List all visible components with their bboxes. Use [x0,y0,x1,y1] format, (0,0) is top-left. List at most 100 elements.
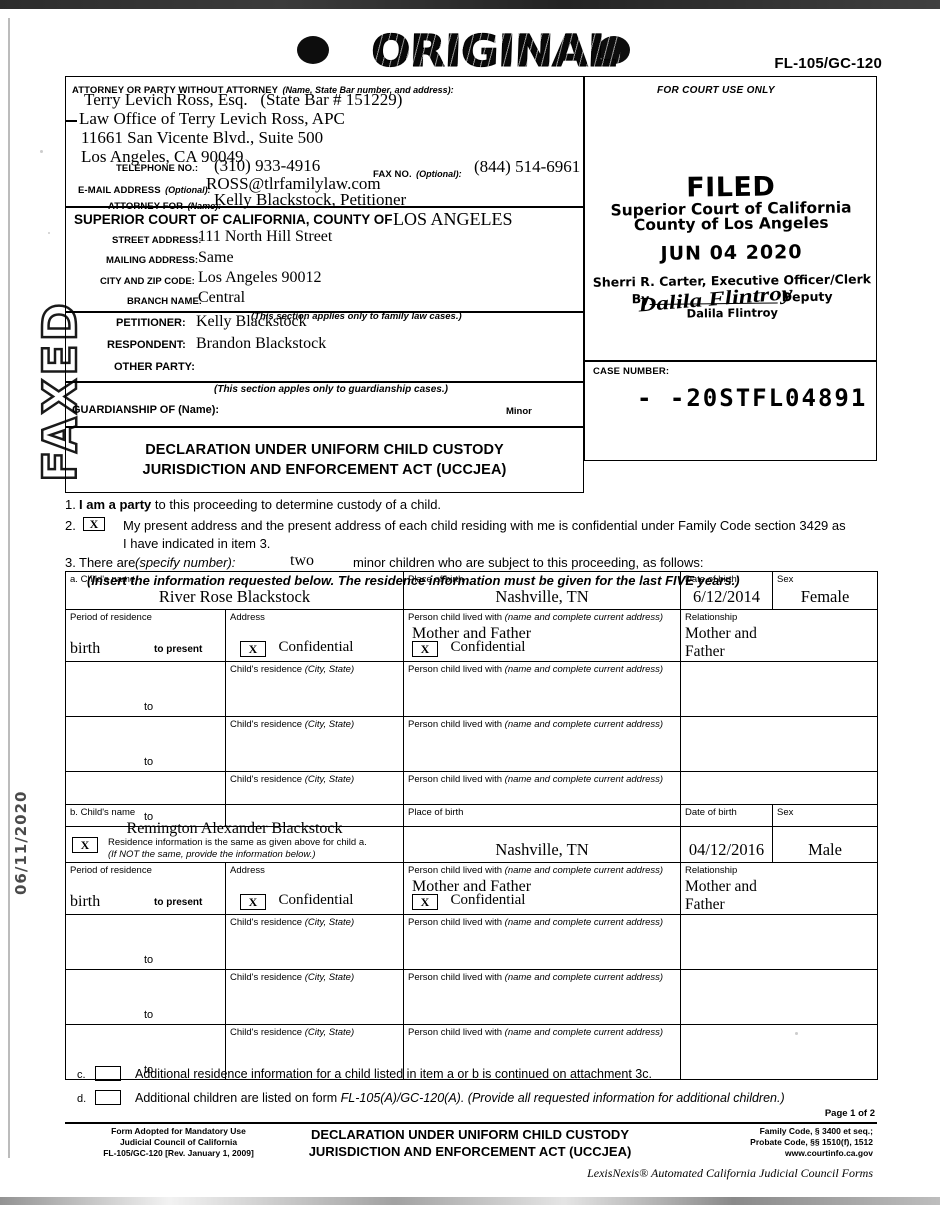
child-b-person-confidential: X Confidential [412,891,525,910]
footer-divider [65,1122,877,1124]
child-b-period-cell-4: to [65,1024,226,1080]
mailing-address-value: Same [198,249,234,266]
person-lived-with-text: Person child lived with [408,774,503,785]
child-a-period-cell-2: to [65,661,226,717]
address-confidential-label: Confidential [278,892,354,908]
other-party-label: OTHER PARTY: [114,361,195,373]
person-confidential-checkbox[interactable]: X [412,641,439,657]
place-of-birth-header: Place of birth [408,807,464,818]
filed-stamp-date: JUN 04 2020 [660,241,803,265]
item-3-italic-note: (specify number): [135,555,236,570]
form-revision-line: FL-105/GC-120 [Rev. January 1, 2009] [103,1148,254,1158]
child-b-relationship-line1: Mother and [685,878,757,895]
item-1-text: to this proceeding to determine custody … [151,497,442,512]
form-title-line1: DECLARATION UNDER UNIFORM CHILD CUSTODY [145,442,504,458]
item-c-checkbox[interactable] [95,1066,121,1081]
item-1: 1. I am a party to this proceeding to de… [65,496,877,516]
item-2-number: 2. [65,518,76,533]
person-lived-with-header: Person child lived with (name and comple… [404,610,680,623]
hole-punch-icon [297,36,329,64]
superior-court-heading: SUPERIOR COURT OF CALIFORNIA, COUNTY OF [74,212,393,227]
scan-speck [48,232,50,234]
court-address-block: SUPERIOR COURT OF CALIFORNIA, COUNTY OF … [65,207,584,312]
address-confidential-checkbox[interactable]: X [240,641,266,657]
form-adopted-line2: Judicial Council of California [119,1137,238,1147]
case-number-block: CASE NUMBER: - -20STFL04891 [584,361,877,461]
child-b-period-cell-2: to [65,914,226,970]
child-a-residence-row-1: Period of residence birth to present Add… [65,609,879,662]
childs-residence-header: Child's residence (City, State) [226,915,403,928]
sex-header: Sex [777,574,794,585]
child-a-pob-value: Nashville, TN [495,587,589,606]
child-b-same-checkbox[interactable]: X [72,837,98,853]
child-b-address-confidential: X Confidential [240,891,353,910]
person-lived-with-text: Person child lived with [408,664,503,675]
child-b-name-cell: b. Child's name Remington Alexander Blac… [64,804,405,863]
original-stamp: ORIGINAL [370,25,618,77]
date-of-birth-header: Date of birth [685,807,737,818]
fax-value: (844) 514-6961 [474,157,581,176]
person-lived-with-note: (name and complete current address) [504,664,664,675]
child-b-name-label: b. Child's name [66,805,403,818]
child-b-period-from: birth [70,893,101,910]
child-a-relationship-cell-3 [680,716,879,772]
case-number-prefix: - - [637,384,687,412]
item-3-post: minor children who are subject to this p… [353,555,704,570]
child-b-residence-row-3: to Child's residence (City, State) Perso… [65,969,879,1025]
childs-residence-note: (City, State) [304,774,355,785]
item-d-checkbox[interactable] [95,1090,121,1105]
child-b-name-value: Remington Alexander Blackstock [126,820,343,837]
child-a-period-cell-1: Period of residence birth to present [65,609,226,662]
child-a-person-cell-3: Person child lived with (name and comple… [403,716,682,772]
childs-residence-text: Child's residence [230,719,303,730]
child-b-same-line2: (If NOT the same, provide the informatio… [108,849,316,860]
citation-family-code: Family Code, § 3400 et seq.; [759,1126,873,1136]
child-b-residence-row-4: to Child's residence (City, State) Perso… [65,1024,879,1080]
parties-block: (This section applies only to family law… [65,311,584,382]
childs-residence-header: Child's residence (City, State) [226,662,403,675]
person-lived-with-text: Person child lived with [408,612,503,623]
child-b-person-value: Mother and Father [412,878,532,895]
relationship-header: Relationship [685,865,738,876]
child-b-relationship-cell-2 [680,914,879,970]
item-2: 2. X My present address and the present … [65,516,877,554]
attorney-header-note: (Name, State Bar number, and address): [282,85,454,95]
childs-residence-note: (City, State) [304,917,355,928]
attorney-name-value: Terry Levich Ross, Esq. (State Bar # 151… [84,90,402,110]
attorney-header-label: ATTORNEY OR PARTY WITHOUT ATTORNEY (Name… [72,80,577,98]
citation-website: www.courtinfo.ca.gov [785,1148,873,1158]
city-zip-label: CITY AND ZIP CODE: [100,276,195,287]
attorney-for-value: Kelly Blackstock, Petitioner [214,190,407,209]
child-b-address-cell-1: Address X Confidential [224,862,405,915]
for-court-use-only-label: FOR COURT USE ONLY [657,85,775,96]
address-confidential-checkbox[interactable]: X [240,894,266,910]
child-a-sex-value: Female [800,587,850,606]
scan-edge-bottom [0,1197,940,1205]
attorney-for-label-note: (Name): [187,201,222,211]
attorney-header-text: ATTORNEY OR PARTY WITHOUT ATTORNEY [72,85,279,96]
telephone-label: TELEPHONE NO.: [116,163,199,174]
petitioner-value: Kelly Blackstock [196,313,307,330]
person-lived-with-header: Person child lived with (name and comple… [404,863,680,876]
childs-residence-note: (City, State) [304,664,355,675]
person-lived-with-note: (name and complete current address) [504,1027,664,1038]
person-confidential-label: Confidential [450,639,526,655]
item-2-checkbox[interactable]: X [83,517,105,531]
child-a-period-cell-3: to [65,716,226,772]
person-confidential-checkbox[interactable]: X [412,894,439,910]
family-law-note: (This section applies only to family law… [251,311,462,322]
form-title-block: DECLARATION UNDER UNIFORM CHILD CUSTODY … [65,427,584,493]
scan-edge-left [8,18,10,1158]
child-b-pob-cell: Place of birth Nashville, TN [403,804,682,863]
sex-header: Sex [777,807,794,818]
child-b-person-cell-2: Person child lived with (name and comple… [403,914,682,970]
child-a-dob-value: 6/12/2014 [693,587,760,606]
child-a-address-cell-1: Address X Confidential [224,609,405,662]
child-b-sex-value: Male [808,840,842,859]
child-a-person-confidential: X Confidential [412,638,525,657]
person-lived-with-header: Person child lived with (name and comple… [404,915,680,928]
item-d: d. Additional children are listed on for… [65,1088,877,1112]
person-lived-with-text: Person child lived with [408,972,503,983]
child-a-header-row: a. Child's name River Rose Blackstock Pl… [64,571,879,610]
